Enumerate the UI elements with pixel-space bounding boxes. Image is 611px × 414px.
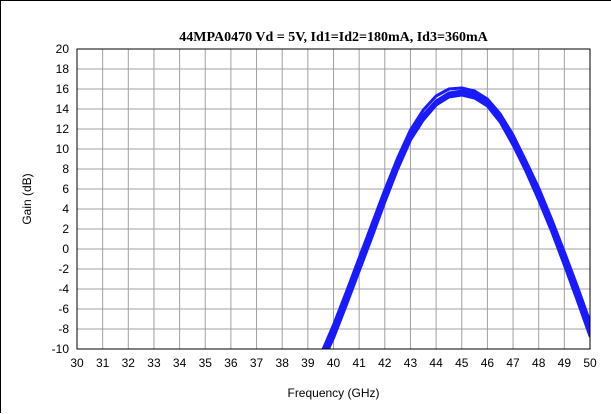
x-tick-label: 40	[327, 356, 341, 370]
y-tick-label: 12	[56, 122, 70, 136]
x-tick-label: 31	[96, 356, 110, 370]
y-tick-label: -10	[52, 342, 70, 356]
plot-border	[76, 48, 591, 350]
x-tick-label: 47	[506, 356, 520, 370]
chart-title: 44MPA0470 Vd = 5V, Id1=Id2=180mA, Id3=36…	[179, 30, 488, 45]
y-tick-label: 2	[62, 222, 69, 236]
gain-series-line-2	[321, 86, 590, 349]
x-tick-label: 50	[583, 356, 597, 370]
x-tick-label: 35	[199, 356, 213, 370]
grid	[76, 48, 591, 350]
y-tick-label: -8	[58, 322, 69, 336]
x-tick-label: 45	[455, 356, 469, 370]
x-axis-title: Frequency (GHz)	[287, 386, 379, 400]
x-tick-label: 46	[481, 356, 495, 370]
y-tick-label: 16	[56, 82, 70, 96]
y-axis-title: Gain (dB)	[20, 173, 34, 224]
gain-series-line-4	[324, 91, 590, 349]
y-tick-label: -4	[58, 282, 69, 296]
y-tick-label: 14	[56, 102, 70, 116]
tick-labels: 30 31 32 33 34 35 36 37 38 39 40 41 42 43 44 45 46 47 48 49…	[52, 42, 597, 370]
x-tick-label: 43	[404, 356, 418, 370]
x-tick-label: 44	[429, 356, 443, 370]
x-tick-label: 48	[532, 356, 546, 370]
y-tick-label: 10	[56, 142, 70, 156]
y-tick-label: 8	[62, 162, 69, 176]
y-tick-label: -2	[58, 262, 69, 276]
x-tick-label: 30	[70, 356, 84, 370]
y-tick-label: -6	[58, 302, 69, 316]
x-tick-label: 37	[250, 356, 264, 370]
y-tick-label: 6	[62, 182, 69, 196]
series-lines	[321, 86, 590, 349]
y-tick-label: 0	[62, 242, 69, 256]
x-tick-label: 42	[378, 356, 392, 370]
x-tick-label: 49	[558, 356, 572, 370]
x-tick-label: 41	[352, 356, 366, 370]
x-tick-label: 33	[147, 356, 161, 370]
x-tick-label: 38	[276, 356, 290, 370]
x-tick-label: 39	[301, 356, 315, 370]
x-tick-label: 34	[173, 356, 187, 370]
y-tick-label: 18	[56, 62, 70, 76]
y-tick-label: 4	[62, 202, 69, 216]
y-tick-label: 20	[56, 42, 70, 56]
x-tick-label: 32	[122, 356, 136, 370]
x-tick-label: 36	[224, 356, 238, 370]
